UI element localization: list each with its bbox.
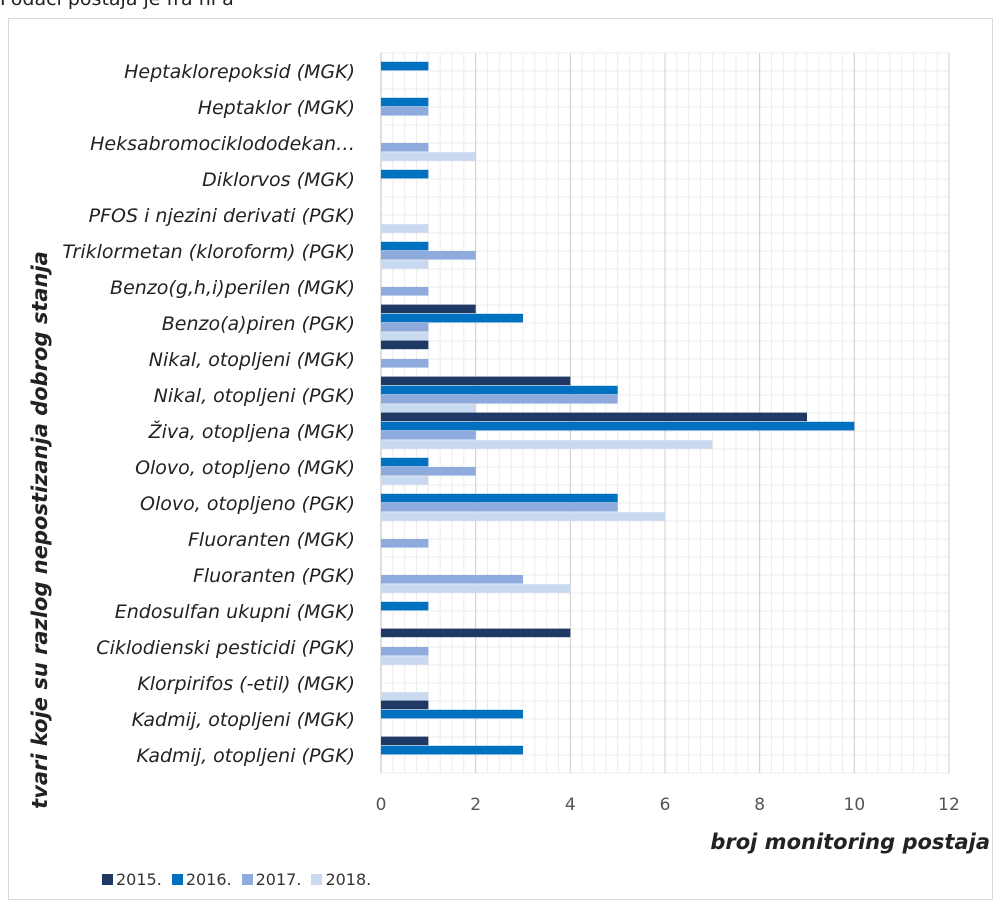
bar: [381, 304, 476, 314]
bar: [381, 404, 476, 413]
legend-swatch: [171, 874, 183, 885]
bar: [381, 512, 665, 521]
bar: [381, 709, 523, 719]
bar: [381, 601, 429, 611]
bar: [381, 656, 429, 665]
bar: [381, 313, 523, 323]
category-label: Klorpirifos (-etil) (MGK): [137, 673, 355, 695]
bar: [381, 539, 429, 548]
category-label: Kadmij, otopljeni (PGK): [137, 745, 355, 767]
bar: [381, 421, 855, 431]
legend-label: 2015.: [116, 870, 162, 889]
category-label: Olovo, otopljeno (PGK): [140, 493, 355, 515]
category-labels: Heptaklorepoksid (MGK) Heptaklor (MGK) Hek…: [62, 61, 355, 767]
bar: [381, 224, 429, 233]
bar: [381, 107, 429, 116]
bar: [381, 584, 571, 593]
chart-frame: [8, 18, 993, 900]
category-label: Ciklodienski pesticidi (PGK): [96, 637, 355, 659]
x-tick-label: 2: [470, 795, 481, 815]
bar: [381, 431, 476, 440]
x-tick-label: 6: [660, 795, 671, 815]
bar: [381, 152, 476, 161]
legend-item: 2016.: [171, 870, 232, 889]
legend-swatch: [102, 874, 113, 885]
category-label: Fluoranten (MGK): [188, 529, 355, 551]
bar: [381, 169, 429, 179]
bar: [381, 467, 476, 476]
legend-item: 2018.: [311, 870, 371, 889]
category-label: Nikal, otopljeni (PGK): [154, 385, 355, 407]
category-label: Heptaklor (MGK): [198, 97, 355, 119]
bar: [381, 412, 807, 422]
bar: [381, 647, 429, 656]
bar: [381, 359, 429, 368]
bar: [381, 332, 429, 341]
bar: [381, 692, 429, 701]
bar: [381, 395, 618, 404]
category-label: Kadmij, otopljeni (MGK): [132, 709, 355, 731]
bar: [381, 143, 429, 152]
x-tick-labels: 0 2 4 6 8 10 12: [376, 795, 960, 815]
legend-item: 2017.: [241, 870, 302, 889]
bar: [381, 340, 429, 350]
legend-item: 2015.: [102, 870, 162, 889]
bar: [381, 323, 429, 332]
x-tick-label: 12: [938, 795, 960, 815]
bar: [381, 736, 429, 746]
bar: [381, 260, 429, 269]
bar: [381, 385, 618, 395]
bar: [381, 241, 429, 251]
bar: [381, 97, 429, 107]
category-label: Fluoranten (PGK): [193, 565, 355, 587]
bar: [381, 575, 523, 584]
legend-label: 2016.: [185, 870, 232, 889]
x-axis-title: broj monitoring postaja: [710, 830, 990, 854]
bar: [381, 628, 571, 638]
bar: [381, 476, 429, 485]
bar: [381, 700, 429, 710]
bars: [381, 61, 855, 755]
header-text: Podaci postaja je fra ni a: [0, 0, 234, 10]
legend-label: 2017.: [255, 870, 302, 889]
legend: 2015. 2016. 2017. 2018.: [102, 870, 371, 889]
category-label: Diklorvos (MGK): [202, 169, 355, 191]
category-label: PFOS i njezini derivati (PGK): [89, 205, 355, 227]
x-tick-label: 0: [376, 795, 387, 815]
bar: [381, 503, 618, 512]
legend-swatch: [241, 874, 253, 885]
category-label: Endosulfan ukupni (MGK): [115, 601, 355, 623]
legend-label: 2018.: [325, 870, 372, 889]
y-axis-title: tvari koje su razlog nepostizanja dobrog…: [28, 251, 52, 809]
bar: [381, 376, 571, 386]
bar: [381, 440, 713, 449]
category-label: Heptaklorepoksid (MGK): [124, 61, 355, 83]
legend-swatch: [311, 874, 323, 885]
x-tick-label: 8: [754, 795, 765, 815]
category-label: Benzo(g,h,i)perilen (MGK): [110, 277, 355, 299]
category-label: Živa, otopljena (MGK): [148, 420, 355, 443]
x-tick-label: 10: [844, 795, 866, 815]
category-label: Heksabromociklododekan…: [90, 133, 355, 155]
bar: [381, 457, 429, 467]
bar: [381, 251, 476, 260]
bar: [381, 61, 429, 71]
bar: [381, 493, 618, 503]
category-label: Nikal, otopljeni (MGK): [149, 349, 355, 371]
bar: [381, 745, 523, 755]
category-label: Benzo(a)piren (PGK): [162, 313, 355, 335]
bar: [381, 287, 429, 296]
x-tick-label: 4: [565, 795, 576, 815]
category-label: Triklormetan (kloroform) (PGK): [62, 241, 355, 263]
category-label: Olovo, otopljeno (MGK): [135, 457, 355, 479]
